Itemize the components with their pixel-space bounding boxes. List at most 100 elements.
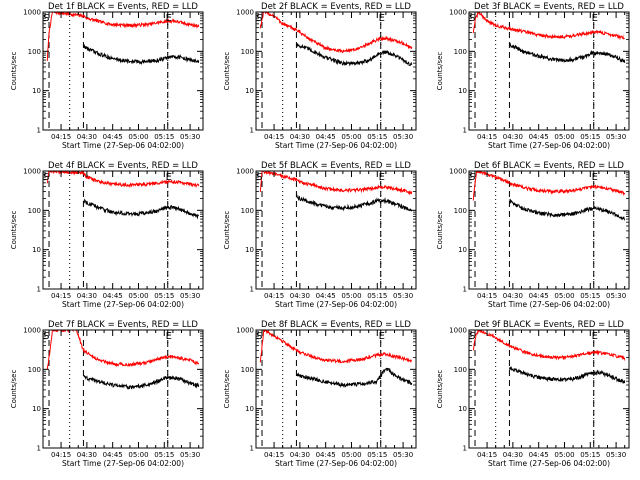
x-tick-label: 04:30 bbox=[290, 292, 310, 300]
start-marker-label: S bbox=[469, 172, 475, 183]
y-tick-label: 1 bbox=[250, 127, 254, 135]
x-tick-label: 04:45 bbox=[103, 133, 123, 141]
y-tick-label: 10 bbox=[32, 405, 41, 413]
x-axis-label: Start Time (27-Sep-06 04:02:00) bbox=[275, 459, 397, 468]
panel-det-1: Det 1f BLACK = Events, RED = LLD 1 10 100 10… bbox=[10, 2, 204, 150]
panel-det-6: Det 6f BLACK = Events, RED = LLD 1 10 100 10… bbox=[436, 161, 630, 309]
x-tick-label: 05:30 bbox=[606, 292, 626, 300]
y-tick-label: 10 bbox=[245, 87, 254, 95]
panel-title: Det 5f BLACK = Events, RED = LLD bbox=[261, 161, 411, 171]
end-marker-label: E bbox=[592, 13, 598, 24]
x-tick-label: 05:30 bbox=[393, 133, 413, 141]
x-tick-label: 05:15 bbox=[154, 292, 174, 300]
lld-series-line bbox=[472, 171, 626, 201]
x-tick-label: 04:45 bbox=[103, 292, 123, 300]
y-tick-label: 1000 bbox=[236, 9, 254, 17]
y-tick-label: 1 bbox=[463, 445, 467, 453]
y-tick-label: 1 bbox=[463, 127, 467, 135]
y-tick-label: 1000 bbox=[236, 327, 254, 335]
plot-frame bbox=[255, 329, 417, 449]
plot-frame bbox=[468, 170, 630, 290]
x-tick-label: 05:15 bbox=[580, 292, 600, 300]
end-marker-label: E bbox=[166, 331, 172, 342]
x-tick-label: 05:15 bbox=[367, 451, 387, 459]
x-tick-label: 05:00 bbox=[554, 292, 574, 300]
lld-series-line bbox=[472, 330, 626, 362]
plot-frame bbox=[468, 11, 630, 131]
y-tick-label: 1000 bbox=[449, 9, 467, 17]
x-tick-label: 04:15 bbox=[477, 451, 497, 459]
x-tick-label: 05:30 bbox=[393, 451, 413, 459]
plot-frame bbox=[255, 170, 417, 290]
end-marker-label: E bbox=[379, 13, 385, 24]
x-tick-label: 04:15 bbox=[264, 292, 284, 300]
x-tick-label: 05:00 bbox=[341, 133, 361, 141]
y-tick-label: 1 bbox=[37, 127, 41, 135]
y-tick-label: 10 bbox=[458, 87, 467, 95]
start-marker-label: S bbox=[469, 331, 475, 342]
x-tick-label: 05:00 bbox=[341, 292, 361, 300]
lld-series-line bbox=[259, 171, 413, 196]
y-tick-label: 1000 bbox=[23, 327, 41, 335]
plot-frame bbox=[468, 329, 630, 449]
x-tick-label: 04:15 bbox=[264, 451, 284, 459]
y-axis-label: Counts/sec bbox=[436, 211, 444, 250]
lld-series-line bbox=[259, 12, 413, 54]
y-tick-label: 100 bbox=[28, 366, 41, 374]
x-tick-label: 05:30 bbox=[180, 292, 200, 300]
x-tick-label: 04:15 bbox=[51, 451, 71, 459]
panel-title: Det 2f BLACK = Events, RED = LLD bbox=[261, 2, 411, 12]
y-tick-label: 1 bbox=[37, 445, 41, 453]
plot-frame bbox=[255, 11, 417, 131]
end-marker-label: E bbox=[592, 172, 598, 183]
x-tick-label: 05:00 bbox=[128, 451, 148, 459]
events-series-line bbox=[295, 367, 413, 389]
x-tick-label: 04:30 bbox=[290, 133, 310, 141]
x-tick-label: 04:30 bbox=[503, 133, 523, 141]
events-series-line bbox=[83, 374, 200, 390]
lld-series-line bbox=[472, 12, 625, 41]
start-marker-label: S bbox=[256, 13, 262, 24]
x-tick-label: 04:15 bbox=[477, 133, 497, 141]
x-tick-label: 04:15 bbox=[477, 292, 497, 300]
y-tick-label: 100 bbox=[241, 48, 254, 56]
start-marker-label: S bbox=[43, 172, 49, 183]
x-tick-label: 04:45 bbox=[529, 451, 549, 459]
lld-series-line bbox=[259, 330, 412, 364]
panel-det-4: Det 4f BLACK = Events, RED = LLD 1 10 100 10… bbox=[10, 161, 204, 309]
y-tick-label: 100 bbox=[28, 48, 41, 56]
x-tick-label: 04:15 bbox=[51, 133, 71, 141]
x-axis-label: Start Time (27-Sep-06 04:02:00) bbox=[62, 459, 184, 468]
panel-det-3: Det 3f BLACK = Events, RED = LLD 1 10 100 10… bbox=[436, 2, 630, 150]
x-tick-label: 04:30 bbox=[77, 292, 97, 300]
y-axis-label: Counts/sec bbox=[436, 52, 444, 91]
y-tick-label: 100 bbox=[454, 366, 467, 374]
lld-series-line bbox=[46, 171, 200, 189]
x-tick-label: 05:15 bbox=[154, 451, 174, 459]
events-series-line bbox=[295, 193, 412, 212]
x-tick-label: 04:30 bbox=[503, 292, 523, 300]
x-axis-label: Start Time (27-Sep-06 04:02:00) bbox=[275, 141, 397, 150]
y-tick-label: 1000 bbox=[449, 327, 467, 335]
x-axis-label: Start Time (27-Sep-06 04:02:00) bbox=[62, 141, 184, 150]
x-tick-label: 04:45 bbox=[316, 451, 336, 459]
plot-frame bbox=[42, 329, 204, 449]
lld-series-line bbox=[46, 12, 200, 61]
end-marker-label: E bbox=[379, 331, 385, 342]
x-tick-label: 05:15 bbox=[580, 451, 600, 459]
x-tick-label: 04:30 bbox=[503, 451, 523, 459]
y-tick-label: 1 bbox=[37, 286, 41, 294]
events-series-line bbox=[82, 198, 200, 220]
y-tick-label: 10 bbox=[32, 246, 41, 254]
y-tick-label: 10 bbox=[458, 405, 467, 413]
x-tick-label: 05:30 bbox=[180, 451, 200, 459]
panel-title: Det 1f BLACK = Events, RED = LLD bbox=[48, 2, 198, 12]
events-series-line bbox=[295, 42, 413, 67]
x-tick-label: 05:30 bbox=[393, 292, 413, 300]
panel-det-8: Det 8f BLACK = Events, RED = LLD 1 10 100 10… bbox=[223, 320, 417, 468]
y-tick-label: 1 bbox=[250, 445, 254, 453]
x-tick-label: 04:30 bbox=[290, 451, 310, 459]
x-tick-label: 04:45 bbox=[529, 292, 549, 300]
y-tick-label: 100 bbox=[241, 366, 254, 374]
events-series-line bbox=[509, 42, 626, 63]
